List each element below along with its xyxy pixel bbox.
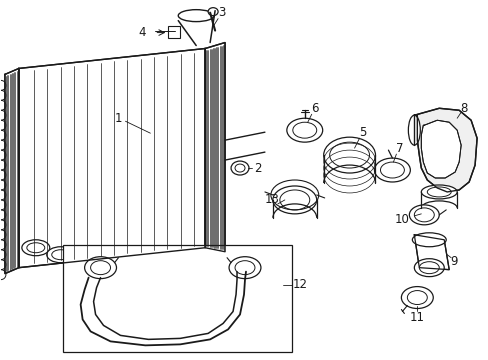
- Text: 10: 10: [394, 213, 409, 226]
- Polygon shape: [5, 68, 19, 274]
- Bar: [168, 26, 180, 37]
- Ellipse shape: [421, 185, 456, 199]
- Ellipse shape: [408, 205, 438, 225]
- Text: 7: 7: [395, 141, 402, 155]
- Ellipse shape: [230, 161, 248, 175]
- Text: 6: 6: [310, 102, 318, 115]
- Ellipse shape: [208, 8, 218, 15]
- Ellipse shape: [401, 287, 432, 309]
- Text: 4: 4: [139, 26, 146, 39]
- Ellipse shape: [178, 10, 214, 22]
- Ellipse shape: [411, 233, 446, 247]
- Text: 2: 2: [254, 162, 261, 175]
- Text: 9: 9: [449, 255, 457, 268]
- Text: 11: 11: [409, 311, 424, 324]
- Ellipse shape: [47, 247, 75, 263]
- Text: 12: 12: [292, 278, 306, 291]
- Polygon shape: [19, 49, 205, 268]
- Ellipse shape: [286, 118, 322, 142]
- Ellipse shape: [323, 137, 375, 173]
- Polygon shape: [421, 120, 460, 178]
- Ellipse shape: [413, 259, 443, 276]
- Bar: [62, 245, 291, 352]
- Text: 5: 5: [358, 126, 366, 139]
- Ellipse shape: [272, 186, 316, 214]
- Text: 13: 13: [264, 193, 279, 206]
- Polygon shape: [205, 42, 224, 252]
- Polygon shape: [413, 235, 448, 270]
- Ellipse shape: [84, 257, 116, 279]
- Ellipse shape: [374, 158, 409, 182]
- Text: 3: 3: [218, 6, 225, 19]
- Ellipse shape: [407, 115, 420, 145]
- Ellipse shape: [228, 257, 261, 279]
- Text: 8: 8: [460, 102, 467, 115]
- Text: 1: 1: [115, 112, 122, 125]
- Ellipse shape: [22, 240, 50, 256]
- Polygon shape: [413, 108, 476, 192]
